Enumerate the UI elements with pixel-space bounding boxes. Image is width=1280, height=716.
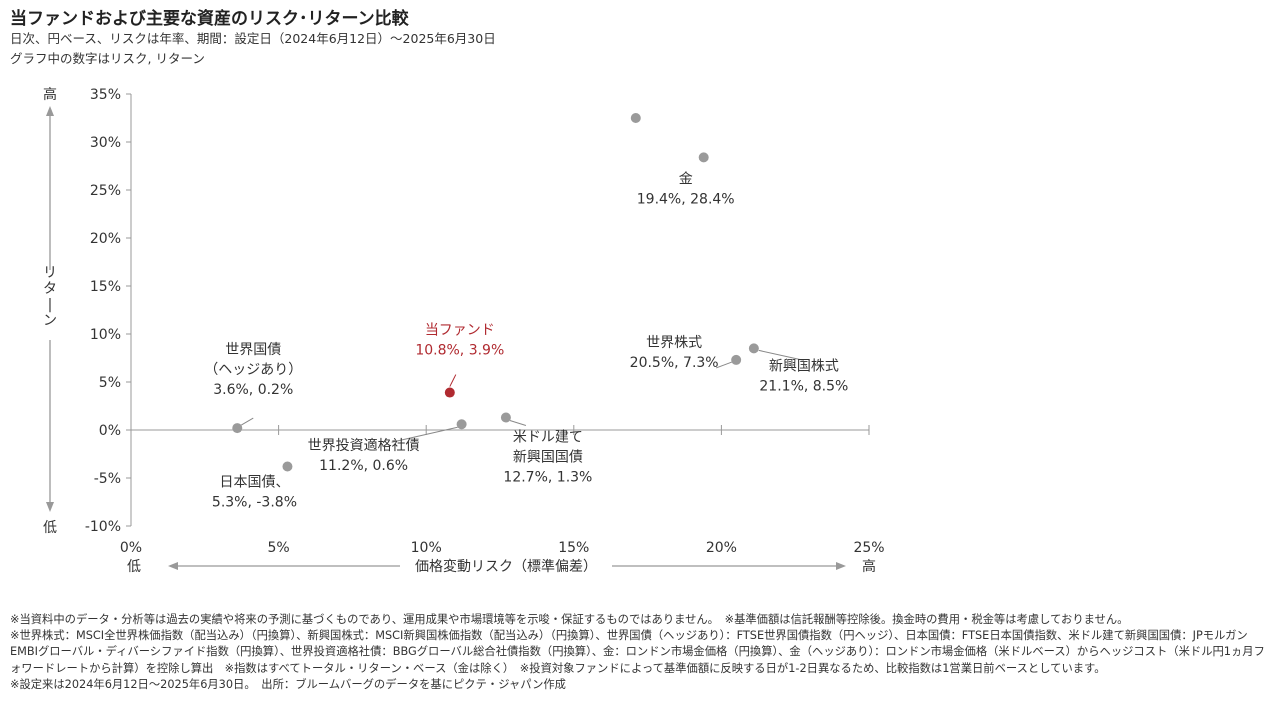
leader-line bbox=[391, 426, 458, 443]
data-points bbox=[232, 113, 759, 472]
x-tick-label: 15% bbox=[558, 540, 589, 556]
leader-line bbox=[509, 420, 527, 426]
data-label-line: 11.2%, 0.6% bbox=[319, 458, 408, 474]
y-axis-title-char: ン bbox=[43, 313, 57, 329]
data-point bbox=[500, 412, 511, 423]
data-label-line: 19.4%, 28.4% bbox=[637, 191, 735, 207]
leader-line bbox=[449, 374, 457, 387]
data-point bbox=[232, 423, 243, 434]
data-label-line: 新興国国債 bbox=[513, 450, 583, 466]
arrow-down-icon bbox=[46, 502, 54, 512]
x-tick-label: 10% bbox=[411, 540, 442, 556]
y-tick-label: 25% bbox=[90, 183, 121, 199]
chart-title: 当ファンドおよび主要な資産のリスク･リターン比較 bbox=[10, 9, 409, 29]
data-label-line: 20.5%, 7.3% bbox=[630, 355, 719, 371]
data-point bbox=[456, 419, 467, 430]
leader-line bbox=[715, 361, 733, 369]
y-low-label: 低 bbox=[43, 520, 57, 536]
data-label-line: 当ファンド bbox=[425, 323, 495, 339]
y-tick-label: 0% bbox=[99, 423, 121, 439]
data-label-line: 米ドル建て bbox=[513, 430, 583, 446]
data-label: 米ドル建て新興国国債 12.7%, 1.3% bbox=[503, 430, 592, 486]
y-tick-label: -5% bbox=[94, 471, 121, 487]
arrow-up-icon bbox=[46, 106, 54, 116]
label-leader-lines bbox=[241, 349, 804, 443]
data-label: 金 19.4%, 28.4% bbox=[637, 171, 735, 207]
x-low-label: 低 bbox=[127, 559, 141, 575]
leader-line bbox=[758, 349, 804, 361]
arrow-left-icon bbox=[168, 562, 178, 570]
footnote-indices: ※世界株式：MSCI全世界株価指数（配当込み）（円換算）、新興国株式：MSCI新… bbox=[10, 629, 1265, 675]
y-tick-label: 30% bbox=[90, 135, 121, 151]
y-axis-title-char: タ bbox=[43, 281, 57, 297]
data-label-line: 新興国株式 bbox=[769, 358, 839, 374]
risk-return-scatter-chart: -10% -5% 0% 5% 10% 15% 20% 25% 30% 35% 0% 5% 10% 15% 2… bbox=[43, 86, 885, 575]
chart-axes: -10% -5% 0% 5% 10% 15% 20% 25% 30% 35% 0% 5% 10% 15% 2… bbox=[43, 86, 885, 575]
x-tick-label: 25% bbox=[853, 540, 884, 556]
data-point bbox=[748, 343, 759, 354]
y-tick-label: 15% bbox=[90, 279, 121, 295]
y-high-label: 高 bbox=[43, 86, 57, 103]
data-label-line: 10.8%, 3.9% bbox=[415, 343, 504, 359]
x-tick-label: 20% bbox=[706, 540, 737, 556]
data-point bbox=[444, 387, 455, 398]
data-label-line: 世界株式 bbox=[646, 335, 702, 351]
data-point bbox=[630, 113, 641, 123]
footnotes: ※当資料中のデータ・分析等は過去の実績や将来の予測に基づくものであり、運用成果や… bbox=[10, 612, 1272, 693]
data-label: 新興国株式 21.1%, 8.5% bbox=[759, 358, 848, 394]
data-labels: 金（ヘッジあり）17.1%, 32.5%金19.4%, 28.4%当ファンド10… bbox=[204, 171, 848, 510]
y-axis-title: リタ|ン bbox=[43, 265, 57, 329]
x-high-label: 高 bbox=[862, 558, 876, 575]
footnote-disclaimer: ※当資料中のデータ・分析等は過去の実績や将来の予測に基づくものであり、運用成果や… bbox=[10, 613, 1129, 626]
y-axis-title-char: | bbox=[48, 297, 53, 313]
y-tick-label: 5% bbox=[99, 375, 121, 391]
leader-line bbox=[241, 417, 254, 426]
data-label: 日本国債、 5.3%, -3.8% bbox=[212, 474, 297, 510]
data-label-line: 日本国債、 bbox=[219, 474, 289, 490]
data-label: 当ファンド 10.8%, 3.9% bbox=[415, 323, 504, 359]
data-point bbox=[698, 152, 709, 163]
data-label-line: 世界投資適格社債 bbox=[308, 437, 420, 454]
data-label-line: 金 bbox=[679, 171, 693, 187]
data-point bbox=[731, 354, 742, 365]
data-label-line: 5.3%, -3.8% bbox=[212, 494, 297, 510]
y-axis-title-char: リ bbox=[43, 265, 57, 281]
data-label-line: （ヘッジあり） bbox=[204, 362, 302, 378]
data-label-line: 12.7%, 1.3% bbox=[503, 470, 592, 486]
y-tick-label: 35% bbox=[90, 87, 121, 103]
y-tick-label: 20% bbox=[90, 231, 121, 247]
x-axis-title: 価格変動リスク（標準偏差） bbox=[415, 558, 597, 575]
arrow-right-icon bbox=[836, 562, 846, 570]
x-tick-label: 5% bbox=[267, 540, 289, 556]
chart-note: グラフ中の数字はリスク, リターン bbox=[10, 51, 205, 66]
data-label-line: 世界国債 bbox=[225, 342, 281, 358]
data-point bbox=[282, 461, 293, 472]
x-tick-label: 0% bbox=[120, 540, 142, 556]
y-tick-label: 10% bbox=[90, 327, 121, 343]
data-label-line: 21.1%, 8.5% bbox=[759, 378, 848, 394]
data-label: 世界投資適格社債 11.2%, 0.6% bbox=[308, 437, 420, 474]
footnote-period-source: ※設定来は2024年6月12日～2025年6月30日。 出所：ブルームバーグのデ… bbox=[10, 677, 566, 691]
data-label-line: 3.6%, 0.2% bbox=[213, 382, 293, 398]
chart-subtitle: 日次、円ベース、リスクは年率、期間：設定日（2024年6月12日）～2025年6… bbox=[10, 31, 496, 46]
data-label: 世界株式 20.5%, 7.3% bbox=[630, 335, 719, 371]
y-tick-label: -10% bbox=[85, 519, 121, 535]
data-label: 世界国債 （ヘッジあり） 3.6%, 0.2% bbox=[204, 342, 302, 398]
